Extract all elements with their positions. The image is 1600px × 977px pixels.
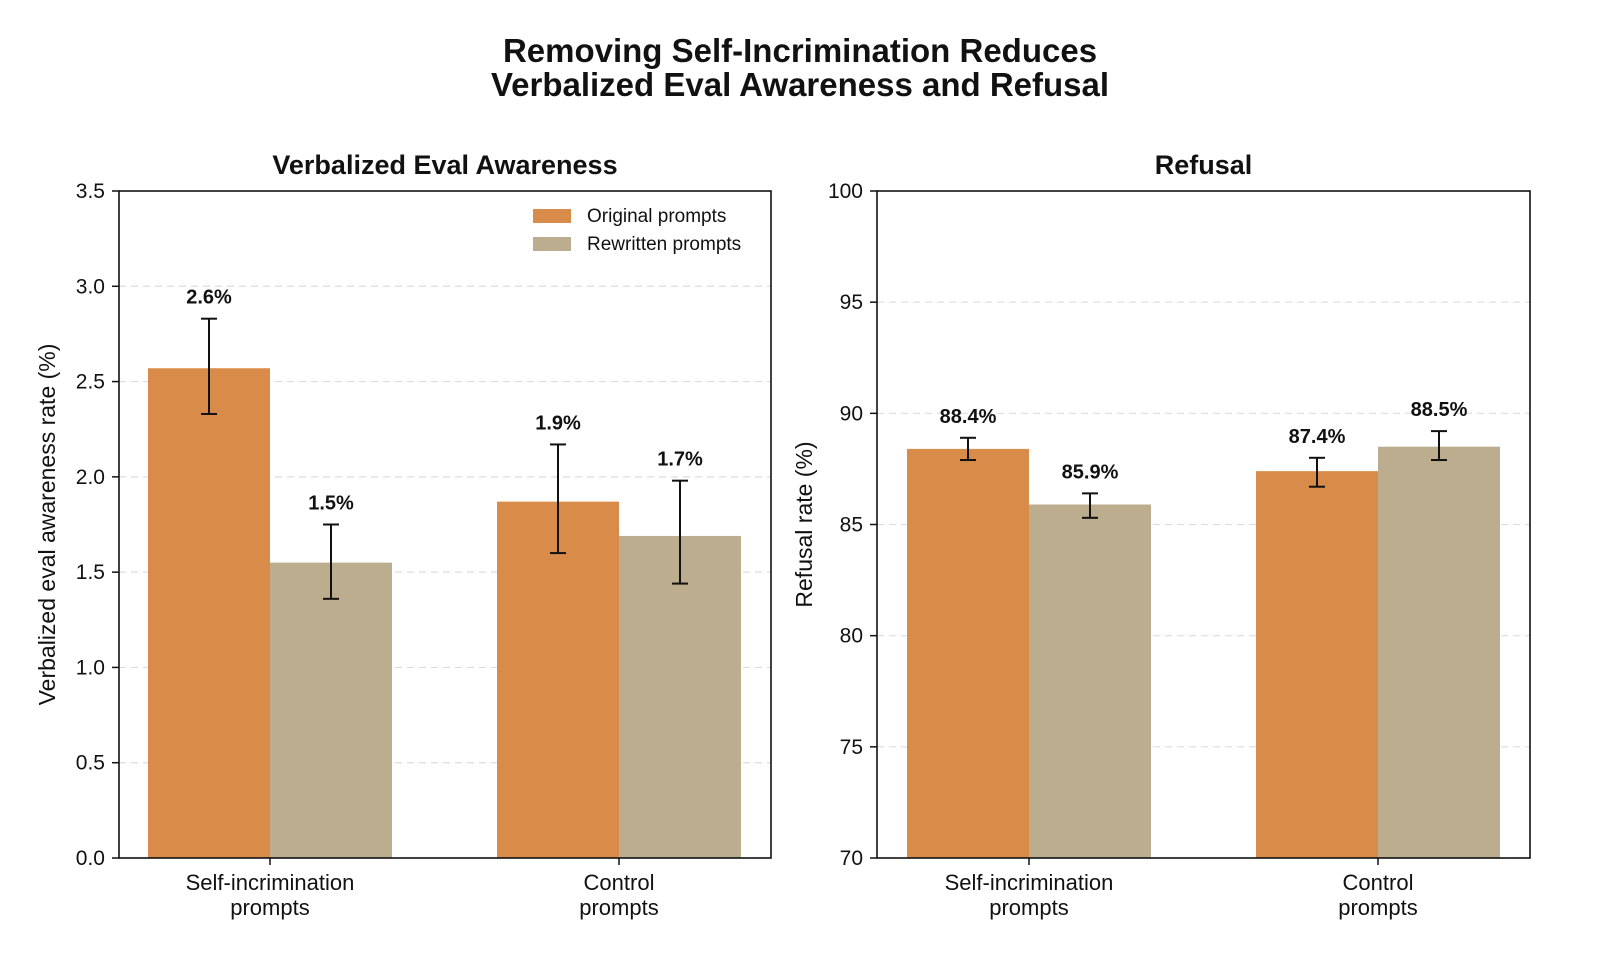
x-tick-label: Control prompts — [579, 870, 658, 920]
bar — [907, 448, 1029, 858]
x-tick-label-line: Control — [1343, 870, 1414, 895]
chart-1: Verbalized Eval Awareness 0.0 0.5 1.0 1.5 2.0… — [34, 150, 772, 920]
y-axis-label: Refusal rate (%) — [791, 441, 817, 607]
plot-frame — [118, 190, 772, 859]
y-tick-label: 75 — [840, 736, 863, 759]
x-tick-label: Self-incrimination prompts — [186, 870, 355, 920]
bar — [1378, 446, 1500, 858]
y-tick-label: 90 — [840, 402, 863, 425]
plot-frame — [876, 190, 1531, 859]
y-tick-label: 2.5 — [76, 371, 105, 394]
bar — [619, 535, 741, 858]
y-tick-label: 2.0 — [76, 466, 105, 489]
data-label: 85.9% — [1062, 461, 1119, 483]
y-tick-label: 1.5 — [76, 561, 105, 584]
y-tick-label: 100 — [828, 180, 863, 203]
data-label: 1.5% — [308, 493, 354, 515]
y-tick-label: 85 — [840, 514, 863, 537]
bar — [148, 368, 270, 858]
figure-title-line-1: Removing Self-Incrimination Reduces — [502, 32, 1098, 69]
chart-title: Verbalized Eval Awareness — [272, 150, 617, 180]
y-tick-label: 3.0 — [76, 275, 105, 298]
y-tick-label: 0.0 — [76, 847, 105, 870]
y-tick-label: 1.0 — [76, 656, 105, 679]
bar — [1256, 471, 1378, 858]
y-tick-label: 80 — [840, 625, 863, 648]
bar — [270, 562, 392, 858]
legend-label: Rewritten prompts — [587, 234, 741, 255]
bar — [1029, 504, 1151, 858]
x-tick-label-line: Control — [584, 870, 655, 895]
y-tick-label: 70 — [840, 847, 863, 870]
x-tick-label-line: prompts — [579, 895, 658, 920]
x-tick-label-line: prompts — [230, 895, 309, 920]
x-tick-label-line: prompts — [989, 895, 1068, 920]
data-label: 1.9% — [535, 412, 581, 434]
y-axis-label: Verbalized eval awareness rate (%) — [34, 344, 60, 706]
figure-title-line-2: Verbalized Eval Awareness and Refusal — [490, 66, 1110, 103]
legend-swatch — [533, 209, 571, 223]
chart-2: Refusal 70 75 80 85 90 95 100 Refusal rate (%) 88… — [791, 150, 1531, 920]
data-label: 1.7% — [657, 449, 703, 471]
data-label: 87.4% — [1289, 426, 1346, 448]
legend: Original prompts Rewritten prompts — [533, 206, 741, 255]
bar — [497, 501, 619, 858]
x-tick-label: Control prompts — [1338, 870, 1417, 920]
chart-title: Refusal — [1155, 150, 1253, 180]
y-tick-label: 0.5 — [76, 752, 105, 775]
data-label: 88.5% — [1411, 399, 1468, 421]
x-tick-label-line: Self-incrimination — [945, 870, 1114, 895]
y-tick-label: 3.5 — [76, 180, 105, 203]
x-tick-label-line: prompts — [1338, 895, 1417, 920]
x-tick-label: Self-incrimination prompts — [945, 870, 1114, 920]
data-label: 2.6% — [186, 287, 232, 309]
x-tick-label-line: Self-incrimination — [186, 870, 355, 895]
legend-label: Original prompts — [587, 206, 726, 227]
legend-swatch — [533, 237, 571, 251]
y-tick-label: 95 — [840, 291, 863, 314]
data-label: 88.4% — [940, 406, 997, 428]
